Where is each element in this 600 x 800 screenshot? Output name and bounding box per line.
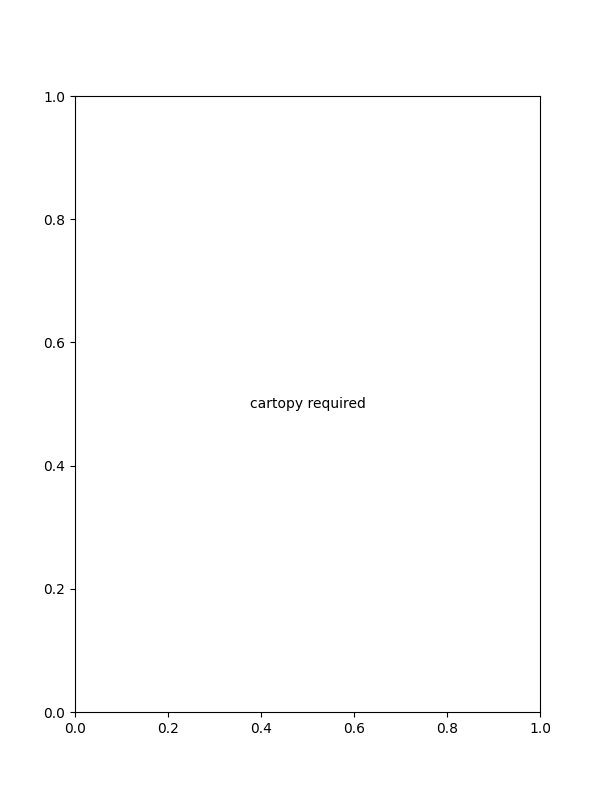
Text: cartopy required: cartopy required <box>250 397 365 411</box>
